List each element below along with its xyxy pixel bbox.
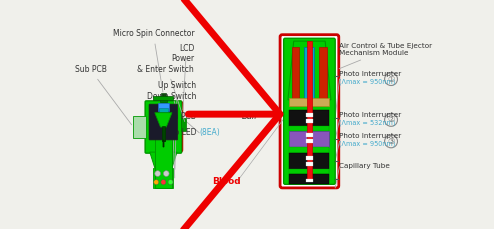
Text: Main PCB: Main PCB [161,101,196,121]
Polygon shape [155,113,172,127]
Bar [162,125,165,141]
Bar [162,125,165,141]
Bar [306,156,313,160]
Bar [306,139,313,143]
Bar [161,93,165,96]
Bar [133,116,146,138]
FancyBboxPatch shape [280,35,339,188]
Text: (Λmax = 532nm): (Λmax = 532nm) [339,120,396,126]
Text: Air Control & Tube Ejector
Mechanism Module: Air Control & Tube Ejector Mechanism Mod… [339,43,433,69]
Bar [289,147,329,153]
FancyBboxPatch shape [146,102,182,151]
Bar [306,162,313,166]
Bar [304,47,315,100]
Text: (Λmax = 950nm): (Λmax = 950nm) [339,79,396,85]
Polygon shape [150,152,177,168]
Text: Down Switch: Down Switch [147,92,196,178]
Bar [306,179,313,182]
FancyBboxPatch shape [284,38,335,184]
Bar [306,134,313,137]
FancyBboxPatch shape [149,104,178,140]
Text: (Λmax = 950nm): (Λmax = 950nm) [339,141,396,147]
Bar [159,108,167,112]
Circle shape [164,171,169,176]
Text: Power
& Enter Switch: Power & Enter Switch [137,54,194,122]
Text: Up Switch: Up Switch [158,81,196,169]
Bar [289,169,329,174]
Bar [289,131,308,147]
Bar [289,110,329,125]
Text: Micro Spin Connector: Micro Spin Connector [113,30,194,92]
Text: Sub PCB: Sub PCB [75,65,132,125]
Bar [289,125,329,131]
Text: LCD: LCD [179,44,194,110]
Bar [158,103,169,111]
FancyBboxPatch shape [145,101,182,153]
Text: (8EA): (8EA) [199,128,220,137]
Circle shape [161,180,166,185]
Text: Chip LED: Chip LED [163,128,199,137]
Circle shape [154,180,159,185]
Text: Capillary Tube: Capillary Tube [339,164,390,169]
Circle shape [168,180,173,185]
Bar [181,118,186,131]
Text: Photo Interrupter: Photo Interrupter [339,71,402,77]
Bar [160,96,167,102]
Bar [289,174,329,184]
Bar [292,47,299,100]
Polygon shape [288,41,331,100]
Text: Photo Interrupter: Photo Interrupter [339,112,402,118]
Text: Blood: Blood [212,177,241,186]
Bar [155,113,172,188]
Text: ②: ② [387,115,395,124]
Text: Photo Interrupter: Photo Interrupter [339,133,402,139]
Text: ①: ① [387,75,395,84]
Text: Ball: Ball [242,112,257,121]
Text: ③: ③ [387,137,395,146]
Bar [153,168,173,188]
Bar [320,47,327,100]
Circle shape [155,171,161,176]
Bar [163,140,164,147]
Bar [289,98,329,106]
Bar [311,131,329,147]
Bar [306,119,313,123]
Bar [289,153,329,169]
Bar [163,140,164,147]
Polygon shape [155,113,172,127]
Bar [307,41,312,181]
Bar [153,96,173,100]
Bar [306,113,313,117]
